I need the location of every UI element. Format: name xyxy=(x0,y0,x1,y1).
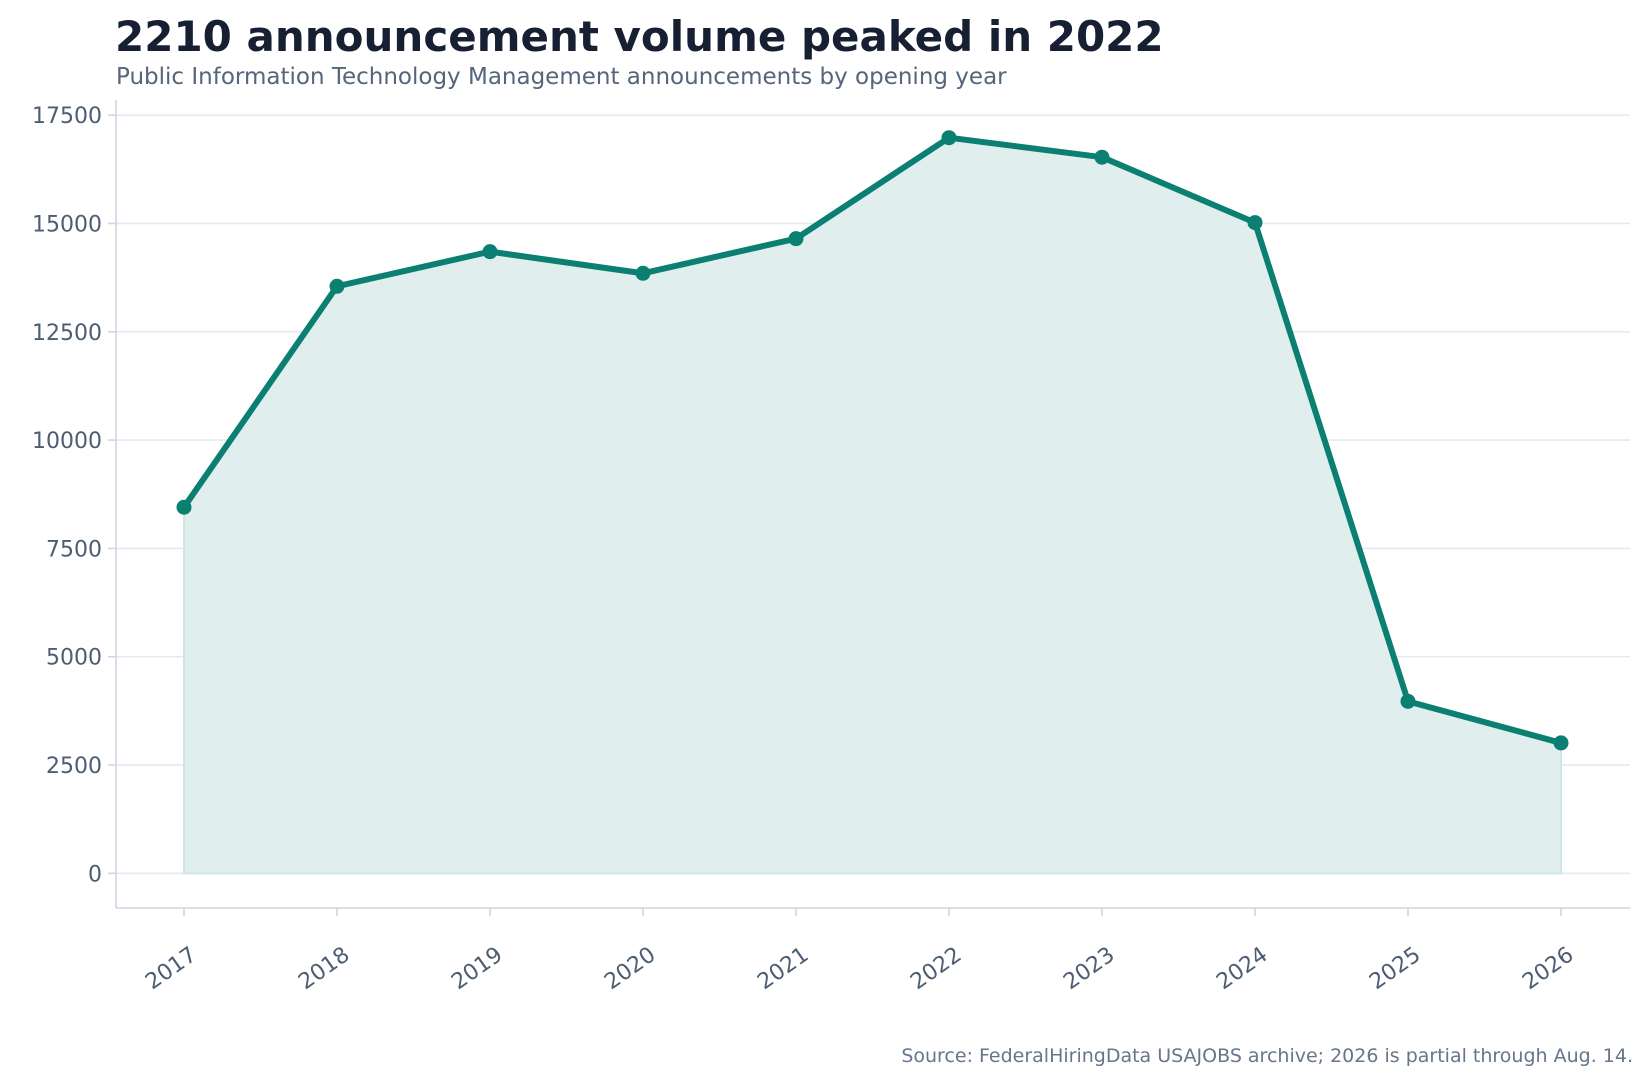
y-tick-label: 0 xyxy=(88,862,102,887)
area-fill xyxy=(183,136,1562,875)
y-tick-label: 2500 xyxy=(46,754,102,779)
data-points xyxy=(176,130,1569,751)
x-tick-label: 2021 xyxy=(753,942,813,995)
area-fill-layer xyxy=(183,136,1562,875)
data-point-2024 xyxy=(1247,215,1263,231)
data-point-2023 xyxy=(1094,149,1110,165)
data-point-2026 xyxy=(1553,735,1569,751)
x-tick-label: 2025 xyxy=(1365,942,1425,995)
x-tick-label: 2019 xyxy=(447,942,507,995)
series-line xyxy=(181,134,1564,746)
x-tick-label: 2022 xyxy=(906,942,966,995)
y-tick-label: 12500 xyxy=(32,321,102,346)
data-point-2020 xyxy=(635,265,651,281)
data-point-2025 xyxy=(1400,693,1416,709)
chart-title: 2210 announcement volume peaked in 2022 xyxy=(115,12,1164,61)
chart-subtitle: Public Information Technology Management… xyxy=(116,64,1007,90)
x-tick-label: 2020 xyxy=(600,942,660,995)
y-tick-label: 7500 xyxy=(46,537,102,562)
data-point-2017 xyxy=(176,499,192,515)
y-axis-ticks: 0 2500 5000 7500 10000 12500 15000 17500 xyxy=(32,104,116,887)
axes xyxy=(115,100,1630,909)
y-tick-label: 5000 xyxy=(46,646,102,671)
data-point-2022 xyxy=(941,130,957,146)
y-tick-label: 17500 xyxy=(32,104,102,129)
source-note: Source: FederalHiringData USAJOBS archiv… xyxy=(901,1045,1633,1067)
data-point-2019 xyxy=(482,244,498,260)
x-tick-label: 2026 xyxy=(1518,942,1578,995)
series-line-layer xyxy=(181,134,1564,746)
x-tick-label: 2017 xyxy=(141,942,201,995)
y-tick-label: 10000 xyxy=(32,429,102,454)
x-tick-label: 2024 xyxy=(1212,942,1272,995)
y-tick-label: 15000 xyxy=(32,212,102,237)
x-axis-ticks: 2017 2018 2019 2020 2021 2022 2023 2024 2025 2026 xyxy=(141,908,1578,995)
x-tick-label: 2018 xyxy=(294,942,354,995)
data-point-2021 xyxy=(788,231,804,247)
data-point-2018 xyxy=(329,278,345,294)
x-tick-label: 2023 xyxy=(1059,942,1119,995)
